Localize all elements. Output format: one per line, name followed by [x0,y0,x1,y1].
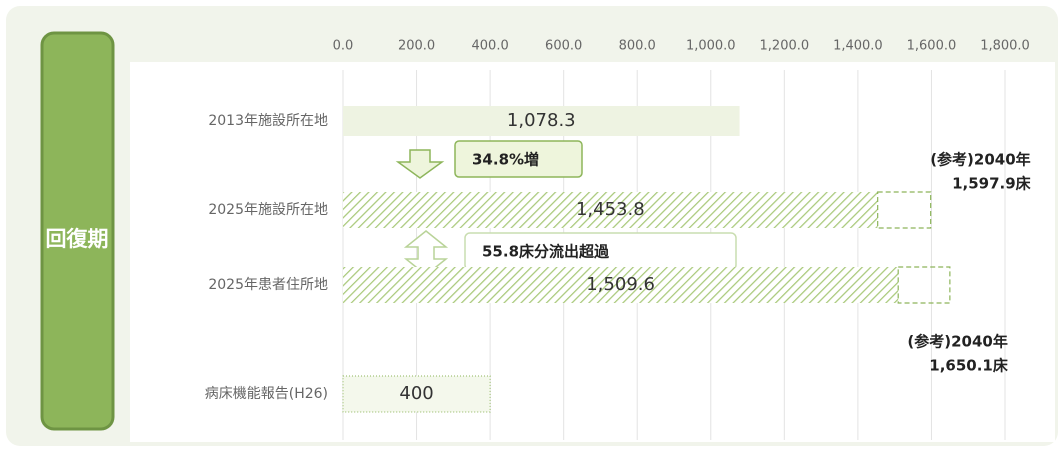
x-tick-label: 1,800.0 [980,39,1030,54]
x-tick-label: 600.0 [545,39,582,54]
reference-label: (参考)2040年 [930,151,1030,169]
side-box [40,31,115,431]
x-tick-label: 1,000.0 [686,39,736,54]
x-tick-label: 200.0 [398,39,435,54]
annotation: 55.8床分流出超過 [482,243,610,261]
reference-value: 1,597.9床 [952,175,1032,193]
value-label: 1,078.3 [507,110,576,131]
y-tick-label: 2025年患者住所地 [208,277,328,293]
bar [343,192,878,228]
side-label: 回復期 [46,227,109,251]
reference-value: 1,650.1床 [929,357,1009,375]
x-tick-label: 0.0 [333,39,354,54]
reference-label: (参考)2040年 [907,333,1007,351]
value-label: 1,453.8 [576,199,645,220]
bar [343,267,899,303]
annotation-box [454,140,583,178]
x-tick-label: 1,600.0 [907,39,957,54]
x-tick-label: 400.0 [472,39,509,54]
reference-bar [897,266,951,304]
value-label: 1,509.6 [586,274,655,295]
x-tick-label: 800.0 [619,39,656,54]
x-tick-label: 1,400.0 [833,39,883,54]
y-tick-label: 病床機能報告(H26) [205,386,328,402]
reference-bar [877,191,932,229]
bar [342,375,491,413]
bar [343,106,740,136]
y-tick-label: 2013年施設所在地 [208,113,328,129]
y-tick-label: 2025年施設所在地 [208,202,328,218]
annotation: 34.8%増 [472,151,539,169]
x-tick-label: 1,200.0 [760,39,810,54]
value-label: 400 [399,383,433,404]
down-arrow [395,149,445,179]
